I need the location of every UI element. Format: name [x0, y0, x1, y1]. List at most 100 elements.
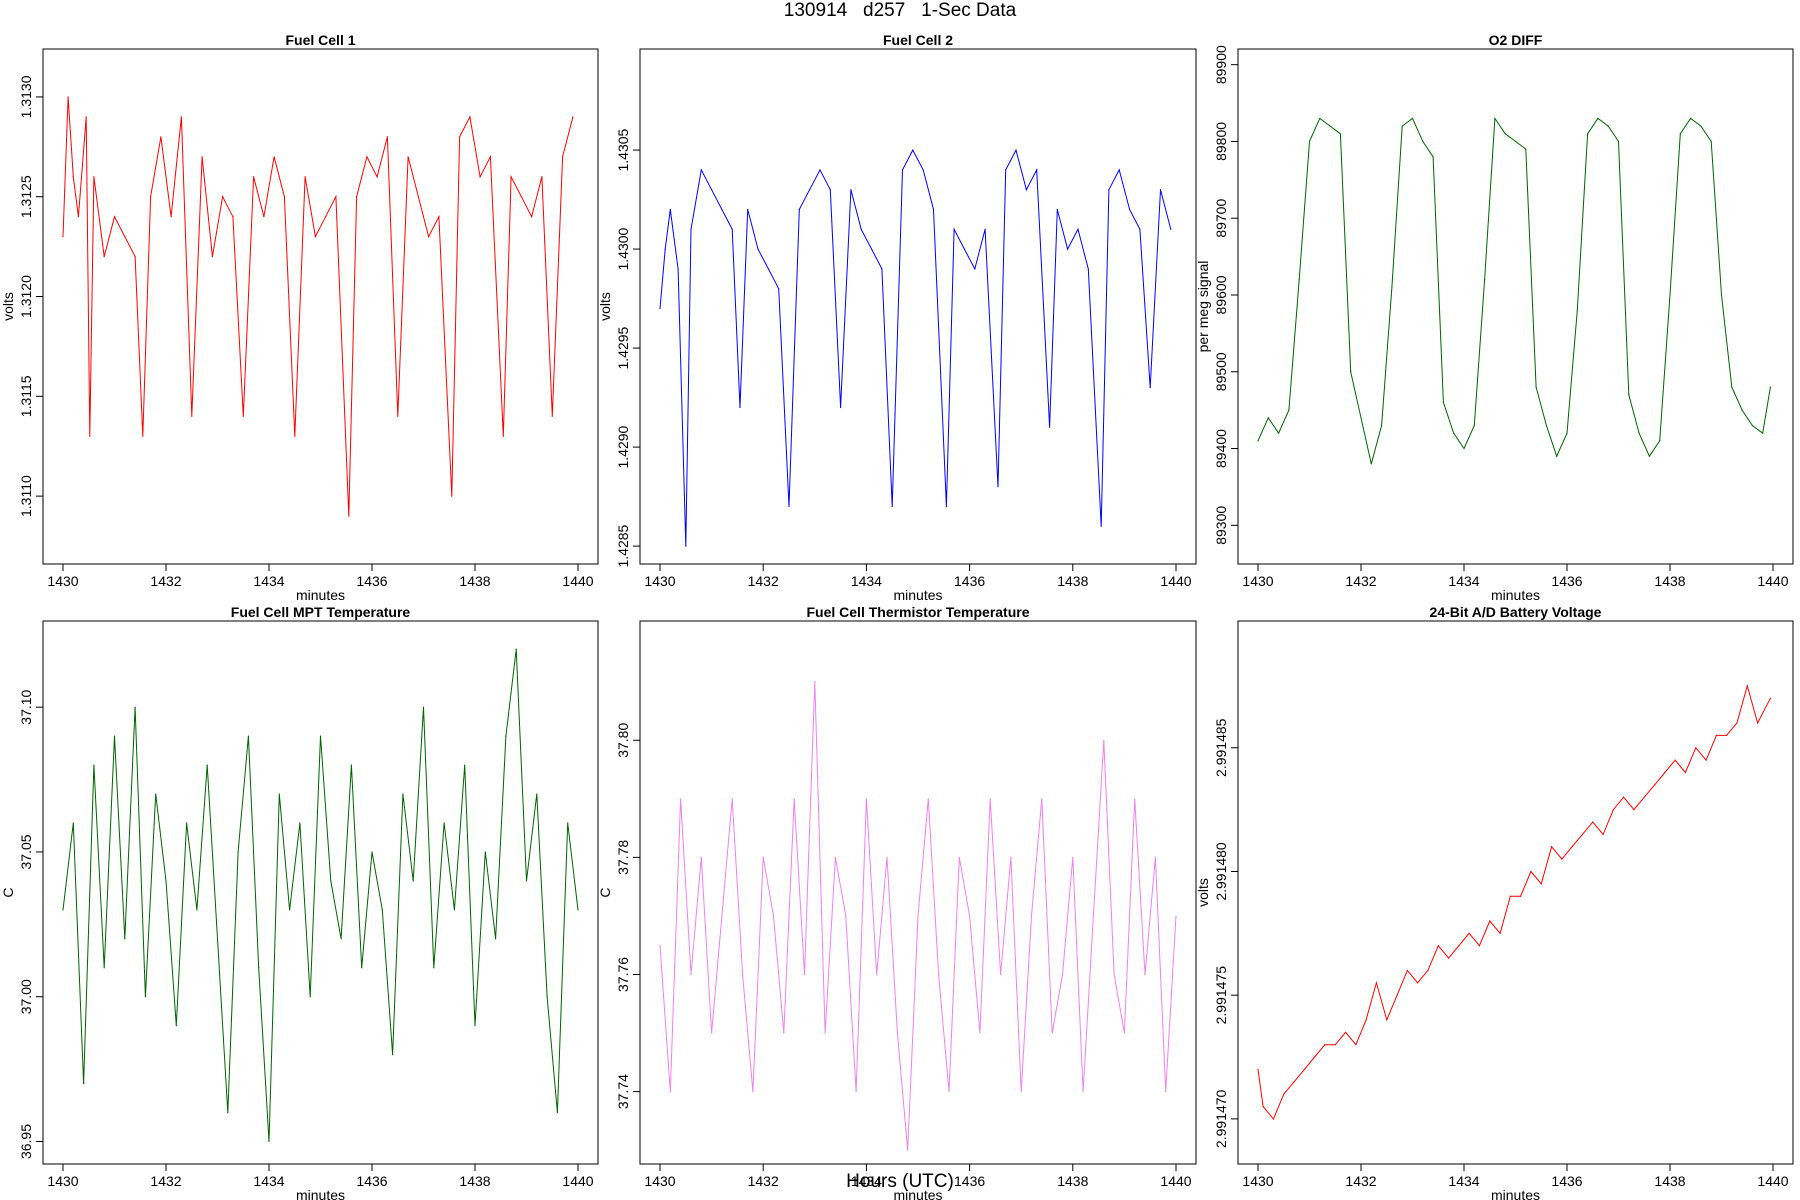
data-point — [819, 169, 821, 171]
x-tick-label: 1440 — [562, 573, 593, 589]
data-point — [160, 136, 162, 138]
y-tick-label: 1.4300 — [615, 227, 631, 270]
data-point — [1355, 1044, 1357, 1046]
data-point — [739, 406, 741, 409]
data-point — [1288, 409, 1290, 411]
data-point — [1025, 189, 1027, 191]
data-point — [1036, 169, 1038, 171]
y-tick-label: 37.78 — [615, 840, 631, 875]
data-point — [502, 435, 504, 437]
y-tick-label: 89600 — [1213, 275, 1229, 314]
y-tick-label: 1.3115 — [18, 375, 34, 417]
panel-4: Fuel Cell MPT Temperature 1430 1432 1434 143… — [0, 604, 599, 1200]
data-point — [1128, 208, 1131, 211]
data-point — [567, 822, 569, 824]
data-point — [278, 793, 280, 795]
data-point — [1731, 386, 1733, 388]
x-tick-label: 1438 — [1654, 1173, 1685, 1189]
data-point — [479, 176, 481, 178]
data-point — [525, 880, 528, 882]
data-point — [263, 216, 265, 218]
x-tick-label: 1430 — [47, 573, 78, 589]
data-point — [1339, 133, 1341, 135]
data-point — [458, 136, 461, 138]
data-point — [1540, 883, 1542, 885]
data-point — [1741, 409, 1743, 411]
data-point — [1478, 945, 1481, 947]
data-point — [886, 856, 888, 858]
data-point — [186, 822, 188, 824]
data-point — [700, 169, 702, 171]
data-point — [1041, 798, 1043, 800]
y-tick-label: 1.4285 — [615, 524, 631, 567]
x-tick-label: 1440 — [1160, 573, 1191, 589]
x-tick-label: 1438 — [459, 1173, 490, 1189]
data-point — [1463, 447, 1465, 450]
data-point — [778, 288, 780, 290]
plot-title: Fuel Cell 1 — [285, 32, 355, 48]
data-point — [999, 973, 1002, 976]
x-tick-label: 1432 — [748, 573, 779, 589]
y-axis-label: per meg signal — [1195, 261, 1211, 353]
data-point — [252, 176, 255, 178]
y-tick-label: 37.80 — [615, 723, 631, 758]
y-tick-label: 1.3125 — [18, 175, 34, 218]
data-point — [1015, 149, 1017, 151]
data-point — [690, 973, 692, 976]
data-point — [1736, 722, 1738, 724]
data-point — [1113, 973, 1115, 976]
plot-frame — [639, 620, 1197, 1165]
data-point — [865, 798, 868, 800]
data-point — [669, 1090, 671, 1093]
data-point — [561, 156, 564, 158]
data-point — [788, 505, 790, 508]
data-point — [997, 486, 999, 488]
data-point — [1334, 1044, 1336, 1046]
data-point — [247, 735, 249, 737]
data-point — [762, 856, 764, 858]
data-point — [335, 196, 337, 198]
data-point — [1437, 945, 1439, 947]
data-point — [1458, 945, 1460, 947]
data-point — [417, 196, 419, 198]
data-point — [1769, 697, 1772, 699]
x-tick-label: 1438 — [1057, 1173, 1088, 1189]
data-point — [1535, 386, 1537, 388]
data-point — [1396, 994, 1398, 996]
data-point — [803, 973, 806, 976]
x-tick-label: 1436 — [954, 573, 985, 589]
data-point — [1123, 1032, 1125, 1034]
data-point — [1751, 424, 1753, 427]
data-point — [495, 938, 497, 940]
data-point — [1005, 169, 1007, 171]
data-point — [855, 1090, 857, 1093]
page-title: 130914 d257 1-Sec Data — [783, 0, 1017, 21]
x-tick-label: 1434 — [851, 1173, 882, 1189]
data-point — [1298, 279, 1300, 281]
data-point — [1489, 920, 1491, 922]
data-point — [1597, 117, 1599, 120]
data-point — [891, 505, 893, 508]
data-point — [1154, 856, 1156, 858]
plot-title: O2 DIFF — [1489, 32, 1543, 48]
data-point — [577, 909, 579, 911]
data-point — [721, 915, 723, 917]
y-tick-label: 2.991480 — [1213, 842, 1229, 901]
data-point — [870, 248, 873, 250]
data-point — [407, 156, 409, 158]
data-point — [1623, 796, 1625, 798]
data-point — [876, 973, 878, 976]
data-point — [1628, 394, 1630, 396]
y-tick-label: 1.4305 — [615, 128, 631, 171]
data-point — [113, 216, 116, 218]
data-point — [438, 216, 440, 218]
y-axis-label: C — [0, 887, 16, 897]
y-tick-label: 89700 — [1213, 199, 1229, 238]
data-point — [1087, 268, 1089, 270]
data-point — [348, 515, 350, 517]
data-point — [1092, 915, 1095, 917]
data-point — [1561, 858, 1563, 860]
data-point — [93, 176, 95, 178]
x-tick-label: 1434 — [851, 573, 882, 589]
x-tick-label: 1438 — [1057, 573, 1088, 589]
